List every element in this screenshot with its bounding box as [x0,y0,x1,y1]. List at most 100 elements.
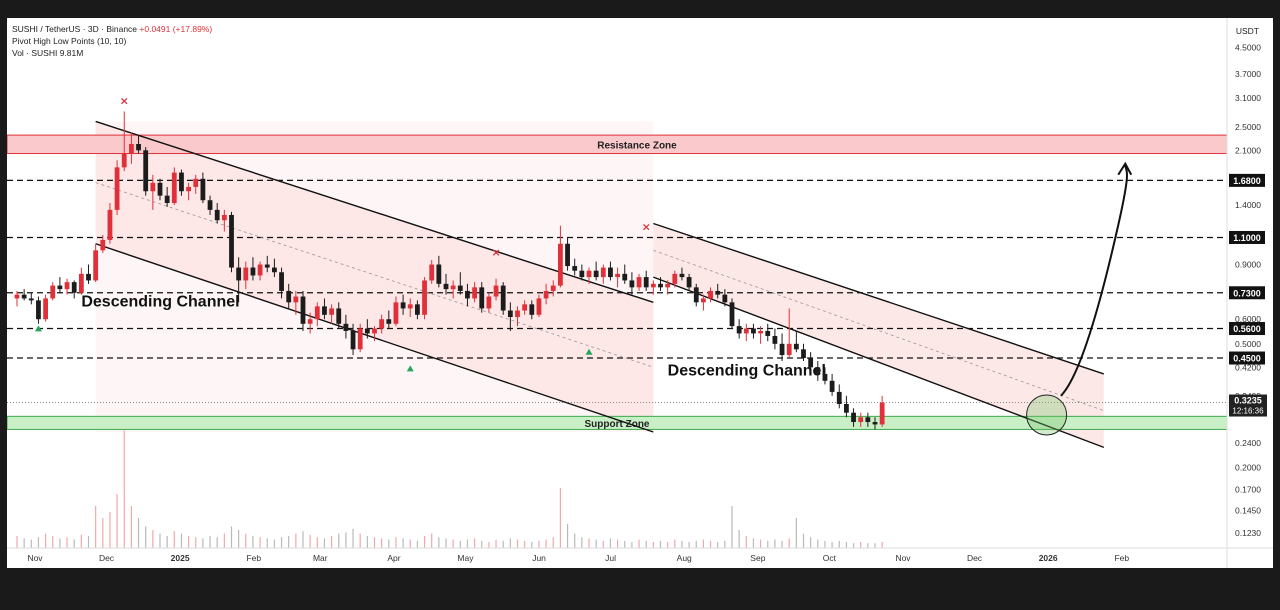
candle-body [522,304,528,311]
candle-body [801,349,806,359]
volume-bar [323,538,326,548]
candle-body [558,243,563,286]
volume-bar [423,536,426,548]
channel-shade [95,121,654,432]
candle-body [622,273,628,281]
volume-bar [95,506,97,548]
candle-body [50,285,56,299]
candle-body [650,283,656,288]
channel-mid-line [95,182,654,368]
candle-body [71,282,77,293]
volume-bar [495,539,497,548]
channel-fill [95,121,654,432]
candle-body [636,277,642,288]
level-tag: 0.7300 [1233,288,1261,298]
volume-bar [59,538,61,548]
candle-body [200,178,206,201]
volume-bar [545,539,547,548]
volume-bar [416,540,418,548]
price-tick: 1.4000 [1235,200,1261,210]
pivot-low-marker [34,325,42,332]
volume-bar [166,536,168,548]
volume-bar [459,540,461,548]
candle-body [715,290,721,295]
candle-body [486,296,492,309]
candle-body [701,298,706,303]
volume-bar [338,533,340,548]
volume-bar [109,512,111,548]
candle-body [364,328,370,334]
candle-body [436,264,442,284]
volume-bar [745,536,747,548]
symbol-title: SUSHI / TetherUS · 3D · Binance [12,24,138,34]
candle-body [708,290,713,299]
candle-body [536,298,542,315]
volume-bar [752,538,755,548]
pivot-high-marker: × [120,94,129,107]
candle-body [672,273,678,284]
candle-body [415,304,420,315]
candle-body [872,422,878,425]
level-tag-bg [1229,173,1265,187]
candle-body [729,302,735,327]
volume-bar [180,533,183,548]
candle-body [136,144,141,151]
level-tag: 0.5600 [1233,324,1261,334]
time-tick: Jun [532,553,546,563]
volume-bar [37,537,40,548]
support-zone [7,415,1227,430]
volume-bar [474,538,476,548]
candle-body [250,267,256,276]
candle-body [129,144,134,154]
candle-body [272,267,277,273]
level-tag-bg [1229,351,1265,365]
candle-body [28,298,34,301]
price-tick: 0.1450 [1235,506,1261,516]
candle-body [579,270,585,278]
candle-body [64,282,70,290]
pivot-low-marker [406,365,414,372]
time-tick: Feb [1114,553,1129,563]
candle-body [293,296,299,303]
volume-bar [159,533,161,548]
candle-body [107,209,113,240]
candle-body [772,335,778,344]
level-tag: 0.4500 [1233,354,1261,364]
volume-bar [395,537,397,548]
price-tick: 0.4200 [1235,362,1261,372]
candlestick-chart[interactable]: Resistance Zone Support Zone Descending Ch… [7,18,1273,568]
volume-bar [481,540,483,548]
volume-bar [667,542,669,548]
volume-bar [860,542,862,548]
current-price-tag: 0.3235 [1234,396,1262,406]
time-tick: 2026 [1039,553,1058,563]
candle-body [179,172,184,192]
candle-body [93,250,99,281]
volume-bar [137,518,140,548]
candle-body [300,296,306,324]
candle-body [600,267,606,278]
countdown-tag: 12:16:36 [1232,407,1264,416]
volume-bar [781,540,783,548]
candle-body [350,330,356,350]
volume-bar [502,540,504,548]
candle-body [329,308,334,315]
volume-bar [731,506,733,548]
time-tick: Aug [677,553,692,563]
volume-bar [316,537,318,548]
volume-bar [80,534,82,548]
volume-bar [402,538,404,548]
price-axis-unit: USDT [1235,26,1259,36]
volume-bar [524,540,526,548]
volume-bar [102,518,104,548]
candle-body [243,267,249,281]
price-tick: 2.1000 [1235,145,1261,155]
candle-body [400,302,406,309]
volume-bar [245,533,247,548]
candle-body [121,153,127,168]
plot-area: Resistance Zone Support Zone Descending Ch… [7,94,1227,548]
volume-bar [230,526,233,548]
indicator-label: Pivot High Low Points (10, 10) [12,36,127,46]
candle-body [829,380,835,392]
candle-body [736,326,742,334]
